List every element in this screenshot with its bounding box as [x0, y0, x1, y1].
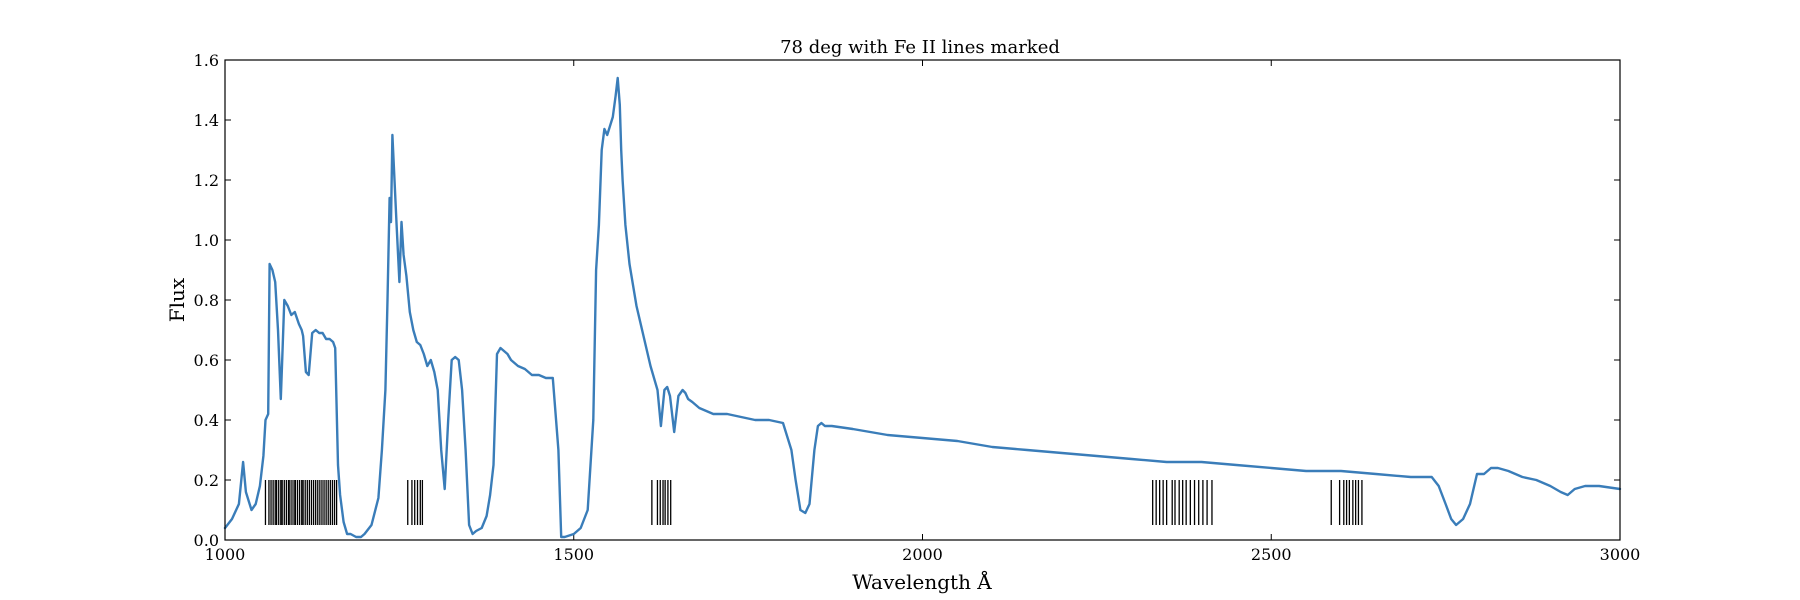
y-axis-label: Flux — [165, 277, 189, 322]
x-tick-label: 2000 — [902, 545, 943, 564]
y-tick-label: 1.2 — [194, 171, 219, 190]
x-tick-label: 3000 — [1600, 545, 1641, 564]
series-group — [223, 76, 1622, 539]
plot-frame — [224, 59, 1621, 541]
y-tick-label: 0.0 — [194, 531, 219, 550]
y-tick-label: 1.4 — [194, 111, 219, 130]
x-tick-label: 1000 — [205, 545, 246, 564]
y-tick-label: 0.2 — [194, 471, 219, 490]
y-axis: 0.0 0.2 0.4 0.6 0.8 1.0 1.2 1.4 1.6 — [194, 51, 1620, 550]
x-axis: 1000 1500 2000 2500 3000 — [205, 60, 1641, 564]
y-tick-label: 0.8 — [194, 291, 219, 310]
x-tick-label: 2500 — [1251, 545, 1292, 564]
fe-ii-line-markers — [264, 480, 1363, 525]
chart-title: 78 deg with Fe II lines marked — [780, 37, 1060, 58]
y-tick-label: 1.0 — [194, 231, 219, 250]
y-tick-label: 0.6 — [194, 351, 219, 370]
x-tick-label: 1500 — [553, 545, 594, 564]
flux-series-line — [223, 76, 1622, 539]
y-tick-label: 1.6 — [194, 51, 219, 70]
x-axis-label: Wavelength Å — [852, 569, 992, 594]
y-tick-label: 0.4 — [194, 411, 219, 430]
